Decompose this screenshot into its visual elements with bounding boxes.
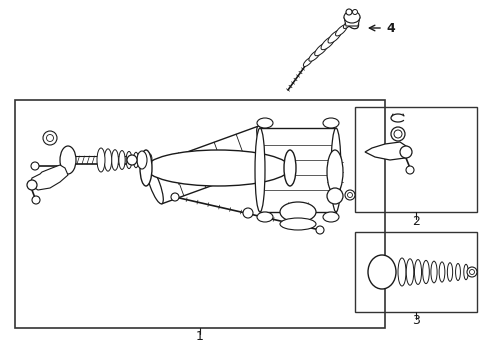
Circle shape <box>469 270 474 275</box>
Ellipse shape <box>137 151 147 169</box>
Ellipse shape <box>321 36 335 50</box>
Ellipse shape <box>257 118 273 128</box>
Text: 2: 2 <box>412 215 420 228</box>
Ellipse shape <box>431 261 437 283</box>
Text: 1: 1 <box>196 329 204 342</box>
Circle shape <box>345 190 355 200</box>
Polygon shape <box>365 142 408 160</box>
Circle shape <box>127 155 137 165</box>
Ellipse shape <box>343 19 353 28</box>
Ellipse shape <box>456 264 461 280</box>
Ellipse shape <box>104 149 112 171</box>
Circle shape <box>43 131 57 145</box>
Text: 3: 3 <box>412 314 420 327</box>
Ellipse shape <box>133 152 139 168</box>
Polygon shape <box>260 128 336 212</box>
Ellipse shape <box>140 150 152 186</box>
Ellipse shape <box>280 218 316 230</box>
Circle shape <box>467 267 477 277</box>
Ellipse shape <box>398 258 406 286</box>
Polygon shape <box>30 165 68 190</box>
Circle shape <box>352 9 358 14</box>
Ellipse shape <box>323 212 339 222</box>
Bar <box>355 232 477 312</box>
Ellipse shape <box>447 263 453 281</box>
Circle shape <box>406 166 414 174</box>
Ellipse shape <box>60 146 76 174</box>
Circle shape <box>327 188 343 204</box>
Ellipse shape <box>141 153 146 167</box>
Ellipse shape <box>303 58 313 67</box>
Circle shape <box>243 208 253 218</box>
Circle shape <box>47 135 53 141</box>
Ellipse shape <box>406 259 414 285</box>
Ellipse shape <box>97 148 105 172</box>
Bar <box>15 100 385 328</box>
Ellipse shape <box>345 15 359 29</box>
Circle shape <box>346 9 352 15</box>
Ellipse shape <box>327 150 343 194</box>
Bar <box>355 107 477 212</box>
Text: 4: 4 <box>386 22 395 35</box>
Ellipse shape <box>368 255 396 289</box>
Circle shape <box>347 193 352 198</box>
Ellipse shape <box>336 25 347 36</box>
Ellipse shape <box>146 150 290 186</box>
Ellipse shape <box>315 43 328 56</box>
Ellipse shape <box>126 152 132 168</box>
Ellipse shape <box>280 202 316 222</box>
Ellipse shape <box>464 264 468 280</box>
Circle shape <box>27 180 37 190</box>
Ellipse shape <box>394 130 402 138</box>
Ellipse shape <box>331 128 341 212</box>
Ellipse shape <box>284 150 296 186</box>
Ellipse shape <box>415 260 421 284</box>
Ellipse shape <box>328 30 342 43</box>
Ellipse shape <box>439 262 445 282</box>
Ellipse shape <box>257 126 273 164</box>
Ellipse shape <box>257 212 273 222</box>
Ellipse shape <box>309 50 320 61</box>
Ellipse shape <box>148 154 152 166</box>
Circle shape <box>171 193 179 201</box>
Ellipse shape <box>119 150 125 170</box>
Ellipse shape <box>323 118 339 128</box>
Ellipse shape <box>423 260 429 284</box>
Polygon shape <box>344 17 360 26</box>
Ellipse shape <box>112 150 119 170</box>
Ellipse shape <box>255 128 265 212</box>
Circle shape <box>32 196 40 204</box>
Ellipse shape <box>391 127 405 141</box>
Circle shape <box>400 146 412 158</box>
Ellipse shape <box>344 11 360 23</box>
Ellipse shape <box>147 166 163 204</box>
Circle shape <box>316 226 324 234</box>
Circle shape <box>31 162 39 170</box>
